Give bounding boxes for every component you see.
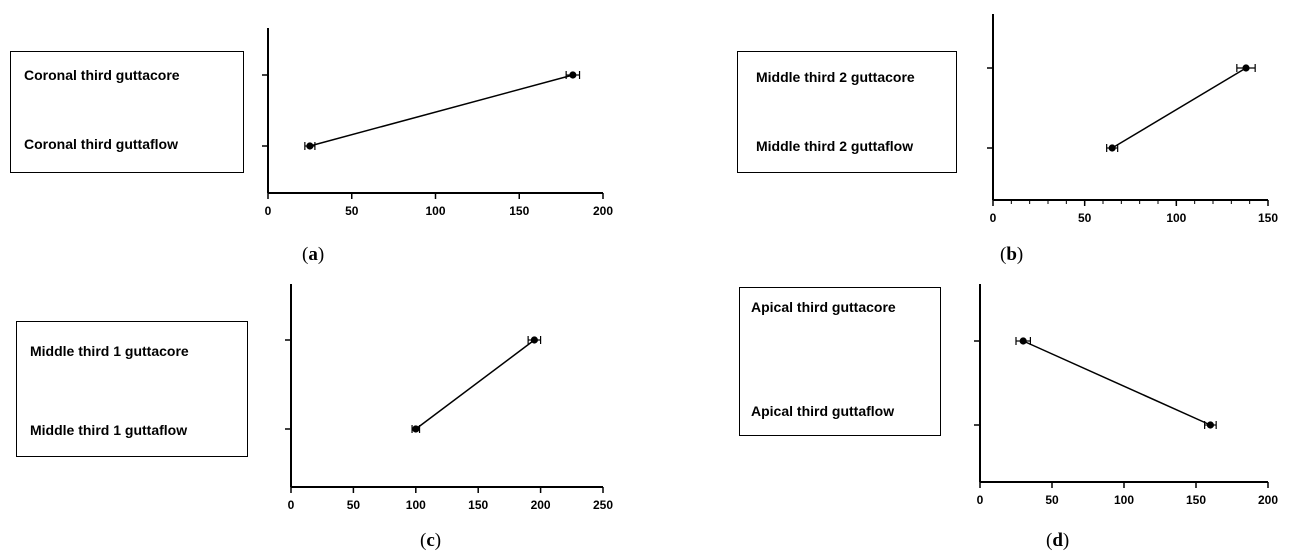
data-point <box>1206 421 1214 429</box>
data-point <box>530 336 538 344</box>
x-tick-label: 200 <box>531 498 551 512</box>
legend-box-d: Apical third guttacore Apical third gutt… <box>739 287 941 436</box>
x-tick-label: 200 <box>1258 493 1278 507</box>
x-tick-label: 150 <box>1258 211 1278 225</box>
x-tick-label: 250 <box>593 498 613 512</box>
x-tick-label: 100 <box>425 204 445 218</box>
x-tick-label: 150 <box>509 204 529 218</box>
legend-label-guttaflow: Coronal third guttaflow <box>24 136 178 152</box>
legend-label-guttaflow: Middle third 2 guttaflow <box>756 138 914 154</box>
caption-d: (d) <box>1046 530 1070 551</box>
legend-box-b: Middle third 2 guttacore Middle third 2 … <box>737 51 957 173</box>
x-tick-label: 100 <box>1166 211 1186 225</box>
legend-label-guttacore: Coronal third guttacore <box>24 67 180 83</box>
data-point <box>306 142 314 150</box>
x-tick-label: 50 <box>345 204 359 218</box>
series-line <box>1022 340 1211 426</box>
series-line <box>309 74 574 147</box>
x-tick-label: 0 <box>990 211 997 225</box>
series-line <box>415 339 535 430</box>
caption-b: (b) <box>1000 244 1024 265</box>
x-tick-label: 150 <box>468 498 488 512</box>
x-tick-label: 50 <box>347 498 361 512</box>
series-line <box>1111 67 1247 149</box>
x-tick-label: 0 <box>288 498 295 512</box>
data-point <box>1242 64 1250 72</box>
legend-label-guttacore: Apical third guttacore <box>751 299 896 315</box>
x-tick-label: 50 <box>1045 493 1059 507</box>
data-point <box>412 425 420 433</box>
legend-box-a: Coronal third guttacore Coronal third gu… <box>10 51 244 173</box>
legend-label-guttacore: Middle third 1 guttacore <box>30 343 189 359</box>
data-point <box>569 71 577 79</box>
caption-c: (c) <box>420 530 442 551</box>
x-tick-label: 100 <box>1114 493 1134 507</box>
x-tick-label: 150 <box>1186 493 1206 507</box>
x-tick-label: 0 <box>265 204 272 218</box>
x-tick-label: 100 <box>406 498 426 512</box>
x-tick-label: 200 <box>593 204 613 218</box>
x-tick-label: 50 <box>1078 211 1092 225</box>
data-point <box>1108 144 1116 152</box>
legend-box-c: Middle third 1 guttacore Middle third 1 … <box>16 321 248 457</box>
legend-label-guttaflow: Apical third guttaflow <box>751 403 895 419</box>
legend-label-guttacore: Middle third 2 guttacore <box>756 69 915 85</box>
caption-a: (a) <box>302 244 325 265</box>
x-tick-label: 0 <box>977 493 984 507</box>
legend-label-guttaflow: Middle third 1 guttaflow <box>30 422 188 438</box>
data-point <box>1019 337 1027 345</box>
